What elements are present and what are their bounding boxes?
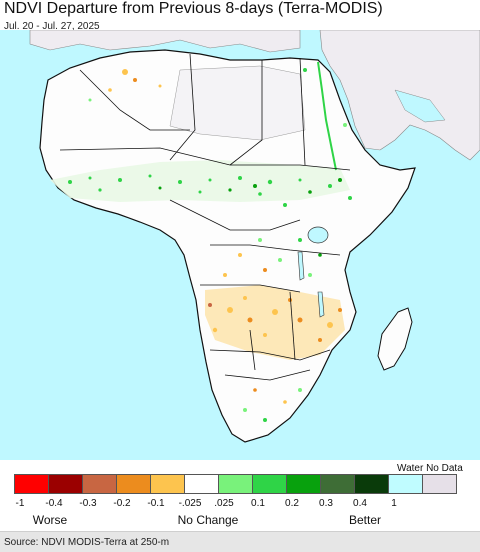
central-africa-speckles: [223, 238, 322, 277]
date-range: Jul. 20 - Jul. 27, 2025: [4, 21, 100, 32]
legend-no-change-label: No Change: [177, 513, 239, 527]
legend-worse-label: Worse: [32, 513, 68, 527]
madagascar: [377, 307, 413, 371]
legend-swatch: [116, 474, 151, 494]
legend-tick-label: .025: [214, 498, 234, 509]
legend-swatch: [48, 474, 83, 494]
legend-swatch: [14, 474, 49, 494]
southern-browning-speckles: [208, 296, 342, 342]
lake-tanganyika: [297, 251, 305, 281]
legend-better-label: Better: [348, 513, 382, 527]
legend-swatch: [388, 474, 423, 494]
legend-swatch: [354, 474, 389, 494]
sahara-nodata: [169, 65, 306, 141]
water-no-data-label: Water No Data: [397, 463, 463, 474]
sahel-green-speckles: [68, 174, 352, 207]
legend-swatch: [150, 474, 185, 494]
legend-tick-label: -0.4: [45, 498, 63, 509]
legend-color-bar: [14, 474, 457, 494]
legend-swatch: [218, 474, 253, 494]
legend-tick-label: -0.3: [79, 498, 97, 509]
southern-browning-area: [205, 285, 345, 360]
legend-swatch: [320, 474, 355, 494]
legend-tick-label: -0.2: [113, 498, 131, 509]
europe-land: [29, 30, 301, 53]
africa-ndvi-map: [0, 30, 480, 460]
source-footer: Source: NDVI MODIS-Terra at 250-m: [0, 531, 480, 552]
map-title: NDVI Departure from Previous 8-days (Ter…: [4, 0, 383, 17]
lake-victoria: [307, 226, 329, 244]
source-text: Source: NDVI MODIS-Terra at 250-m: [4, 537, 170, 548]
legend-tick-label: 0.2: [285, 498, 299, 509]
legend-tick-label: 0.3: [319, 498, 333, 509]
legend-tick-label: -0.1: [147, 498, 165, 509]
country-borders: [59, 53, 351, 381]
legend-swatch: [82, 474, 117, 494]
legend-tick-label: 0.1: [251, 498, 265, 509]
legend-swatch: [252, 474, 287, 494]
legend-tick-label: -.025: [178, 498, 202, 509]
sahel-green-band: [50, 160, 350, 202]
legend-swatch: [286, 474, 321, 494]
legend-swatch: [422, 474, 457, 494]
legend-swatch: [184, 474, 219, 494]
legend-tick-label: 1: [391, 498, 397, 509]
south-africa-speckles: [243, 388, 302, 422]
legend-tick-label: 0.4: [353, 498, 367, 509]
arabian-sea-gulf: [394, 89, 446, 123]
lake-malawi: [317, 291, 325, 318]
sahel-darkgreen-speckles: [158, 178, 342, 194]
nile-river: [317, 61, 337, 171]
north-africa-speckles: [88, 68, 347, 127]
legend-tick-label: -1: [15, 498, 25, 509]
